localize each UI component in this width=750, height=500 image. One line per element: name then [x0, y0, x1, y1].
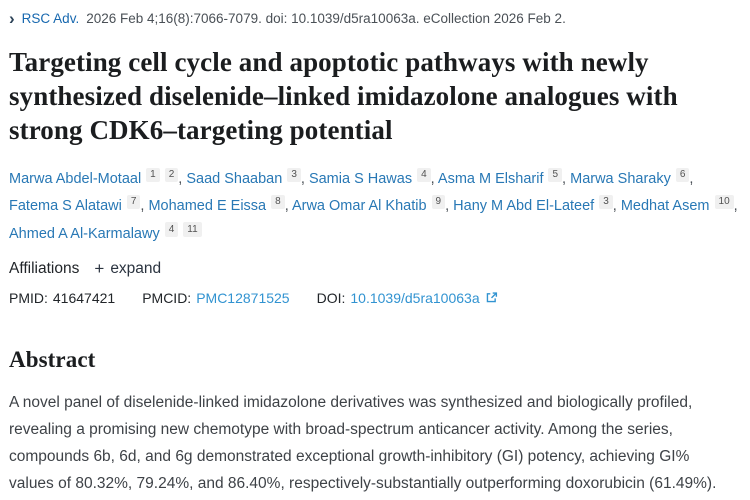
author-link[interactable]: Medhat Asem [620, 198, 710, 215]
affiliation-number: 9 [431, 194, 446, 210]
pmid-item: PMID: 41647421 [9, 290, 115, 306]
author: Asma M Elsharif 5, [437, 167, 567, 188]
author-link[interactable]: Samia S Hawas [308, 171, 413, 188]
doi-item: DOI: 10.1039/d5ra10063a [317, 290, 498, 306]
plus-icon: + [94, 259, 105, 279]
abstract-line: compounds 6b, 6d, and 6g demonstrated ex… [9, 447, 690, 465]
author: Marwa Sharaky 6, [570, 167, 694, 188]
author-separator: , [178, 171, 183, 188]
affiliation-number: 10 [714, 194, 734, 210]
author-separator: , [430, 171, 435, 188]
article-title: Targeting cell cycle and apoptotic pathw… [9, 47, 678, 146]
author-separator: , [562, 171, 567, 188]
affiliation-number: 3 [599, 194, 613, 210]
affiliation-number: 1 [146, 167, 160, 183]
author: Fatema S Alatawi 7, [9, 194, 145, 215]
author-link[interactable]: Saad Shaaban [186, 171, 283, 188]
affiliations-label: Affiliations [9, 259, 80, 277]
author-link[interactable]: Arwa Omar Al Khatib [291, 198, 427, 215]
affiliation-number: 6 [675, 167, 690, 183]
affiliation-number: 7 [126, 194, 141, 210]
abstract-line: values of 80.32%, 79.24%, and 86.40%, re… [9, 474, 717, 492]
author-list: Marwa Abdel-Motaal 1 2, Saad Shaaban 3, Sam… [9, 166, 740, 248]
author-separator: , [689, 171, 694, 188]
chevron-right-icon[interactable]: › [9, 9, 15, 28]
pmid-value: 41647421 [52, 289, 116, 306]
author: Arwa Omar Al Khatib 9, [291, 194, 450, 215]
author-link[interactable]: Marwa Abdel-Motaal [9, 171, 142, 188]
doi-label: DOI: [316, 289, 346, 306]
abstract-line: revealing a promising new chemotype with… [9, 420, 673, 438]
pmcid-item: PMCID: PMC12871525 [142, 290, 289, 306]
citation-text: 2026 Feb 4;16(8):7066-7079. doi: 10.1039… [86, 11, 566, 26]
journal-citation: › RSC Adv. 2026 Feb 4;16(8):7066-7079. d… [9, 8, 740, 27]
abstract-line: A novel panel of diselenide-linked imida… [9, 393, 693, 411]
affiliations-row: Affiliations + expand [9, 260, 740, 278]
author-separator: , [612, 198, 617, 215]
pmcid-link[interactable]: PMC12871525 [196, 289, 290, 306]
author-separator: , [284, 198, 289, 215]
doi-link[interactable]: 10.1039/d5ra10063a [350, 290, 497, 306]
author-separator: , [733, 198, 738, 215]
author: Marwa Abdel-Motaal 1 2, [9, 167, 183, 188]
author-link[interactable]: Mohamed E Eissa [148, 198, 267, 215]
affiliation-number: 3 [287, 167, 301, 183]
abstract-text: A novel panel of diselenide-linked imida… [9, 389, 740, 497]
author: Ahmed A Al-Karmalawy 4 11 [9, 222, 202, 242]
author-link[interactable]: Ahmed A Al-Karmalawy [9, 225, 160, 242]
author-link[interactable]: Marwa Sharaky [570, 171, 671, 188]
affiliation-number: 8 [271, 194, 285, 210]
author: Hany M Abd El-Lateef 3, [453, 194, 617, 215]
author-separator: , [445, 198, 450, 215]
author-link[interactable]: Hany M Abd El-Lateef [453, 198, 595, 215]
author-link[interactable]: Fatema S Alatawi [9, 198, 122, 215]
author: Medhat Asem 10, [620, 194, 738, 215]
identifiers-row: PMID: 41647421 PMCID: PMC12871525 DOI: 1… [9, 290, 740, 306]
affiliation-number: 4 [417, 167, 431, 183]
doi-value: 10.1039/d5ra10063a [350, 289, 480, 306]
pmid-label: PMID: [9, 289, 48, 306]
author-separator: , [140, 198, 145, 215]
author-separator: , [300, 171, 305, 188]
pmcid-label: PMCID: [142, 289, 192, 306]
affiliation-number: 11 [183, 222, 202, 237]
expand-affiliations-button[interactable]: + expand [94, 260, 161, 278]
affiliation-number: 4 [164, 222, 179, 237]
author: Mohamed E Eissa 8, [148, 194, 289, 215]
affiliation-number: 5 [548, 167, 563, 183]
author-link[interactable]: Asma M Elsharif [437, 171, 544, 188]
external-link-icon [486, 292, 497, 303]
author: Saad Shaaban 3, [186, 167, 305, 188]
affiliation-number: 2 [164, 167, 179, 183]
abstract-heading: Abstract [9, 346, 96, 372]
author: Samia S Hawas 4, [308, 167, 435, 188]
expand-label: expand [110, 259, 162, 277]
journal-link[interactable]: RSC Adv. [21, 11, 80, 26]
